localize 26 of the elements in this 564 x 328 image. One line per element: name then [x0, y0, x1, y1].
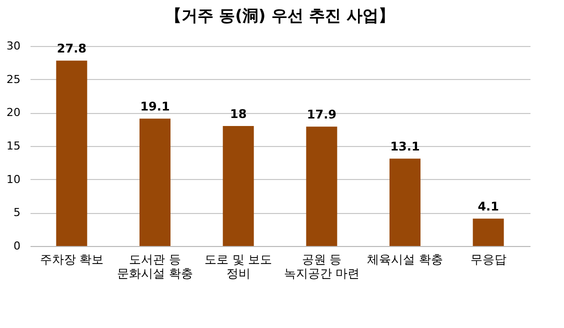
x-tick-label: 도서관 등 문화시설 확충	[117, 252, 193, 280]
y-tick-label: 25	[6, 72, 20, 86]
y-tick-label: 20	[6, 106, 20, 120]
data-label: 4.1	[478, 200, 499, 214]
x-tick-label: 무응답	[470, 252, 506, 266]
data-label: 19.1	[140, 100, 170, 114]
data-label: 18	[230, 107, 247, 121]
bar	[56, 60, 88, 246]
chart-title: 【거주 동(洞) 우선 추진 사업】	[166, 6, 394, 25]
bar	[222, 126, 254, 246]
bar	[140, 118, 170, 246]
y-tick-label: 0	[14, 240, 20, 252]
y-tick-label: 5	[14, 206, 20, 220]
data-label: 27.8	[56, 42, 86, 56]
x-tick-label: 도로 및 보도 정비	[204, 252, 272, 280]
data-label: 17.9	[306, 108, 336, 122]
y-tick-label: 30	[6, 40, 20, 52]
y-tick-label: 15	[6, 140, 20, 152]
bar	[472, 218, 504, 246]
bar	[390, 158, 420, 246]
x-tick-label: 공원 등 녹지공간 마련	[284, 252, 360, 280]
y-tick-label: 10	[6, 172, 20, 186]
x-tick-label: 체육시설 확충	[367, 252, 443, 266]
bar	[306, 126, 338, 246]
data-label: 13.1	[390, 140, 420, 154]
x-tick-label: 주차장 확보	[40, 252, 104, 266]
